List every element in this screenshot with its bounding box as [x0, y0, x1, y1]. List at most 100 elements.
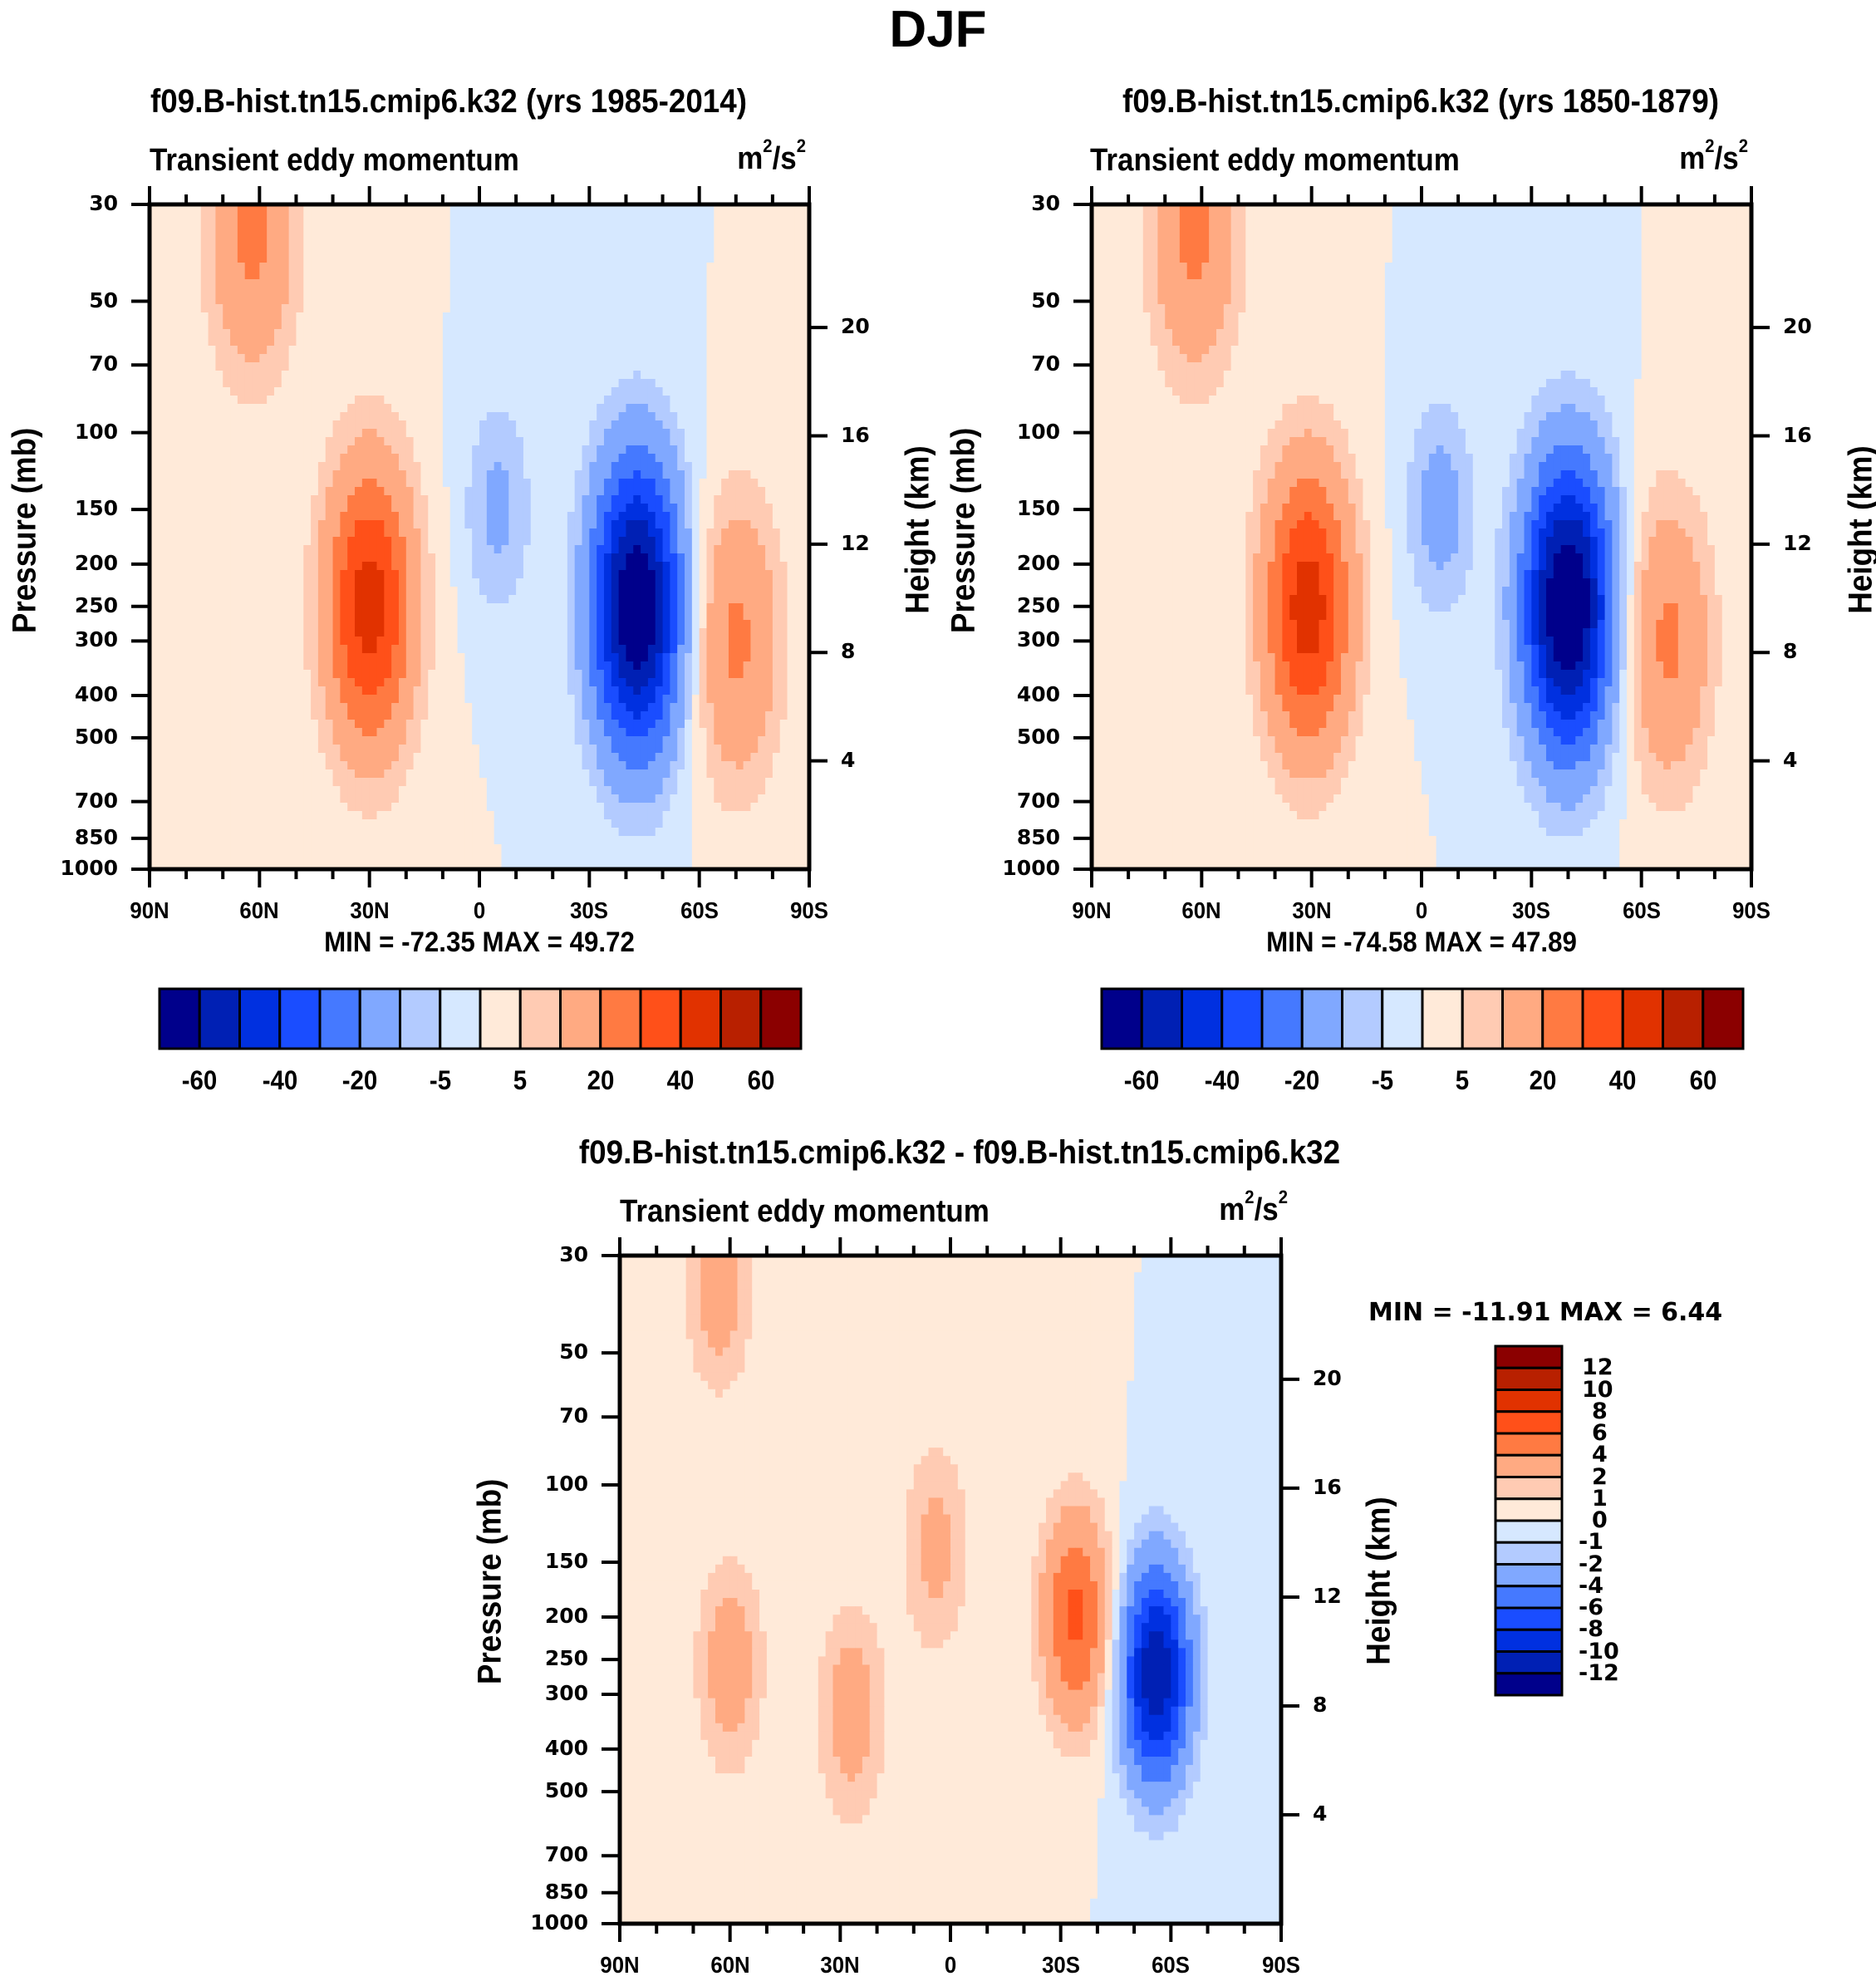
field-cell: [735, 304, 744, 313]
field-cell: [200, 312, 209, 322]
field-cell: [779, 312, 788, 322]
field-cell: [677, 354, 685, 363]
field-cell: [186, 454, 194, 463]
field-cell: [311, 445, 319, 455]
field-cell: [273, 520, 282, 529]
field-cell: [582, 312, 590, 322]
field-cell: [626, 288, 634, 297]
field-cell: [655, 603, 664, 612]
field-cell: [677, 346, 685, 355]
field-cell: [794, 653, 803, 662]
field-cell: [486, 437, 495, 446]
field-cell: [589, 312, 597, 322]
field-cell: [369, 412, 378, 421]
field-cell: [501, 229, 509, 238]
field-cell: [552, 487, 561, 496]
field-cell: [589, 429, 597, 438]
field-cell: [193, 371, 202, 380]
field-cell: [464, 479, 473, 488]
field-cell: [179, 238, 187, 247]
field-cell: [193, 304, 202, 313]
field-cell: [677, 487, 685, 496]
field-cell: [516, 454, 524, 463]
field-cell: [655, 445, 664, 455]
field-cell: [677, 329, 685, 338]
field-cell: [193, 628, 202, 637]
field-cell: [200, 279, 209, 288]
field-cell: [772, 296, 781, 305]
field-cell: [494, 362, 503, 371]
field-cell: [164, 254, 173, 263]
field-cell: [501, 354, 509, 363]
field-cell: [633, 387, 641, 396]
field-cell: [530, 263, 539, 272]
field-cell: [758, 420, 766, 430]
field-cell: [237, 653, 246, 662]
field-cell: [179, 221, 187, 230]
field-cell: [435, 628, 444, 637]
field-cell: [655, 213, 664, 222]
field-cell: [758, 337, 766, 347]
field-cell: [647, 495, 656, 504]
field-cell: [244, 371, 253, 380]
field-cell: [428, 304, 436, 313]
field-cell: [413, 404, 422, 413]
field-cell: [442, 479, 451, 488]
field-cell: [743, 537, 752, 546]
field-cell: [428, 371, 436, 380]
field-cell: [633, 279, 641, 288]
field-cell: [494, 653, 503, 662]
field-cell: [691, 470, 700, 479]
field-cell: [677, 445, 685, 455]
field-cell: [582, 329, 590, 338]
field-cell: [626, 637, 634, 646]
field-cell: [721, 562, 729, 571]
field-cell: [156, 537, 165, 546]
field-cell: [691, 337, 700, 347]
field-cell: [501, 321, 509, 330]
field-cell: [230, 279, 238, 288]
field-cell: [545, 387, 553, 396]
field-cell: [179, 329, 187, 338]
field-cell: [449, 587, 459, 596]
field-cell: [589, 346, 597, 355]
field-cell: [611, 354, 620, 363]
field-cell: [311, 587, 319, 596]
field-cell: [325, 387, 334, 396]
field-cell: [589, 437, 597, 446]
field-cell: [398, 346, 407, 355]
field-cell: [735, 329, 744, 338]
field-cell: [479, 371, 488, 380]
field-cell: [714, 479, 722, 488]
field-cell: [303, 628, 312, 637]
field-cell: [508, 396, 517, 405]
field-cell: [611, 595, 620, 604]
field-cell: [494, 337, 503, 347]
field-cell: [670, 454, 678, 463]
field-cell: [244, 437, 253, 446]
field-cell: [611, 587, 620, 596]
field-cell: [574, 396, 583, 405]
field-cell: [802, 288, 810, 297]
field-cell: [435, 437, 444, 446]
field-cell: [361, 337, 371, 347]
field-cell: [582, 254, 590, 263]
field-cell: [597, 595, 605, 604]
field-cell: [193, 537, 202, 546]
field-cell: [802, 512, 810, 521]
field-cell: [311, 204, 319, 214]
field-cell: [552, 238, 561, 247]
field-cell: [545, 562, 553, 571]
field-cell: [662, 612, 670, 621]
field-cell: [311, 437, 319, 446]
field-cell: [472, 346, 480, 355]
field-cell: [530, 229, 539, 238]
field-cell: [662, 412, 670, 421]
field-cell: [714, 238, 722, 247]
field-cell: [398, 396, 407, 405]
field-cell: [156, 254, 165, 263]
field-cell: [384, 445, 392, 455]
field-cell: [273, 653, 282, 662]
field-cell: [405, 454, 415, 463]
field-cell: [618, 504, 627, 513]
